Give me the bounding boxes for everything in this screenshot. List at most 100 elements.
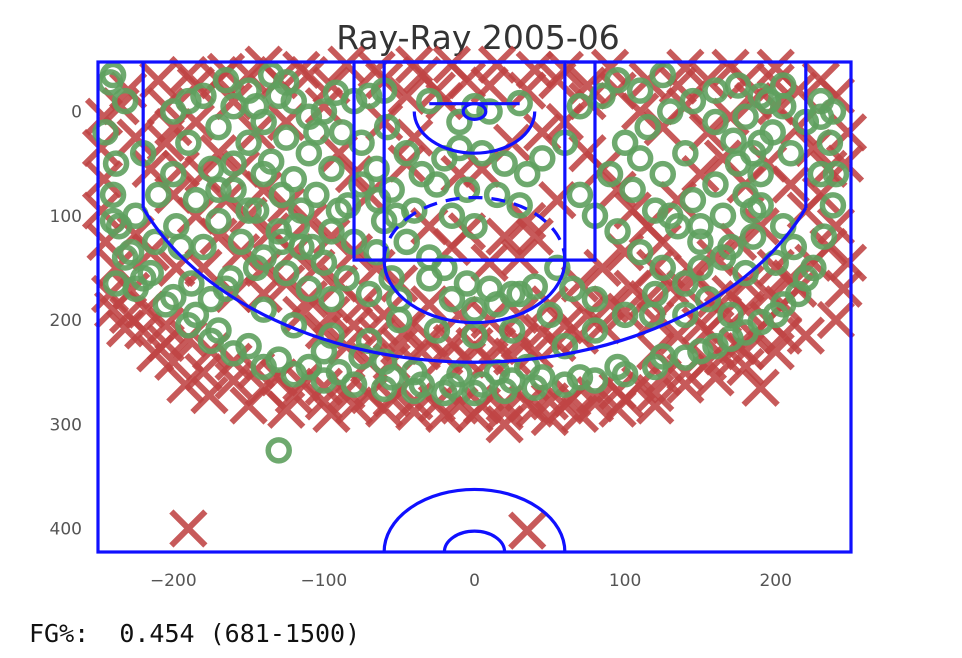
made-shot-marker (672, 270, 699, 297)
made-shot-marker (634, 113, 661, 141)
missed-shot-marker (116, 118, 155, 157)
made-shot-marker (364, 186, 392, 214)
missed-shot-marker (93, 290, 133, 329)
made-shot-marker (235, 332, 262, 360)
x-tick-label: 200 (759, 571, 791, 591)
made-shot-marker (265, 346, 292, 373)
missed-shot-marker (184, 353, 223, 392)
missed-shot-marker (590, 285, 630, 324)
made-shot-marker (483, 181, 511, 209)
made-shot-marker (641, 197, 669, 224)
made-shot-marker (657, 202, 684, 230)
missed-shot-marker (515, 50, 554, 89)
made-shot-marker (476, 98, 503, 125)
made-shot-marker (769, 291, 797, 318)
missed-shot-marker (229, 386, 268, 425)
made-shot-marker (687, 228, 714, 256)
made-shot-marker (235, 129, 262, 157)
made-shot-marker (822, 160, 850, 188)
made-shot-marker (160, 283, 187, 311)
made-shot-marker (197, 285, 225, 313)
made-shot-marker (672, 139, 699, 167)
made-shot-marker (160, 160, 187, 188)
made-shot-marker (268, 181, 295, 209)
missed-shot-marker (621, 92, 660, 131)
hoop (461, 102, 488, 121)
made-shot-marker (810, 223, 838, 250)
made-shot-marker (754, 87, 782, 115)
center-court-outer-arc (382, 487, 567, 553)
missed-shot-marker (598, 389, 637, 428)
missed-shot-marker (666, 365, 705, 404)
made-shot-marker (438, 285, 466, 313)
made-shot-marker (423, 171, 451, 198)
made-shot-marker (604, 218, 631, 245)
made-shot-marker (513, 160, 541, 188)
made-shot-marker (102, 150, 130, 177)
made-shot-marker (638, 301, 666, 329)
missed-shot-marker (105, 309, 145, 348)
axis-layer: −200 −100 0 100 200 0 100 200 300 400 (50, 103, 792, 591)
made-shot-marker (604, 353, 631, 381)
paint-inner (382, 60, 567, 262)
made-shots (92, 61, 850, 464)
three-point-arc (141, 207, 808, 364)
made-shot-marker (506, 280, 533, 308)
made-shot-marker (318, 218, 345, 245)
missed-shot-marker (485, 405, 524, 444)
made-shot-marker (144, 181, 172, 209)
made-shot-marker (348, 129, 375, 157)
missed-shot-marker (327, 45, 366, 84)
made-shot-marker (242, 93, 270, 120)
made-shot-marker (792, 265, 820, 292)
missed-shot-marker (365, 389, 404, 428)
missed-shot-marker (190, 375, 229, 415)
missed-shot-marker (477, 45, 517, 84)
made-shot-marker (355, 82, 383, 110)
made-shot-marker (333, 265, 360, 292)
made-shot-marker (348, 171, 375, 198)
made-shot-marker (551, 332, 579, 360)
missed-shot-marker (312, 394, 351, 433)
made-shot-marker (355, 280, 383, 308)
made-shot-marker (438, 202, 466, 230)
made-shot-marker (137, 259, 164, 287)
missed-shot-marker (500, 238, 539, 277)
missed-shot-marker (395, 392, 434, 431)
missed-shot-marker (199, 134, 238, 173)
missed-shot-marker (590, 48, 630, 87)
made-shot-marker (717, 233, 744, 261)
made-shot-marker (626, 77, 654, 104)
made-shot-marker (122, 275, 149, 303)
missed-shot-marker (560, 394, 600, 433)
made-shot-marker (303, 181, 330, 209)
made-shot-marker (288, 197, 315, 224)
made-shot-marker (334, 192, 362, 219)
y-tick-label: 0 (71, 103, 82, 123)
made-shot-marker (205, 113, 232, 141)
made-shot-marker (163, 212, 190, 240)
made-shot-marker (385, 285, 413, 313)
made-shot-marker (461, 212, 488, 240)
made-shot-marker (717, 301, 744, 329)
made-shot-marker (373, 113, 401, 141)
missed-shot-marker (636, 373, 675, 413)
y-tick-label: 200 (50, 311, 82, 331)
made-shot-marker (649, 254, 676, 282)
made-shot-marker (626, 145, 654, 172)
made-shot-marker (559, 275, 586, 303)
free-throw-circle-bottom (382, 260, 567, 325)
made-shot-marker (468, 371, 496, 398)
missed-shot-marker (139, 61, 178, 100)
missed-shot-marker (828, 243, 868, 282)
center-court-inner-arc (442, 529, 507, 553)
made-shot-marker (483, 291, 511, 318)
made-shot-marker (416, 265, 443, 292)
missed-shot-marker (508, 511, 547, 550)
missed-shot-marker (726, 347, 765, 387)
y-tick-label: 300 (50, 415, 82, 435)
made-shot-marker (720, 127, 747, 154)
made-shot-marker (566, 181, 594, 209)
made-shot-marker (619, 176, 646, 203)
made-shot-marker (657, 98, 684, 125)
